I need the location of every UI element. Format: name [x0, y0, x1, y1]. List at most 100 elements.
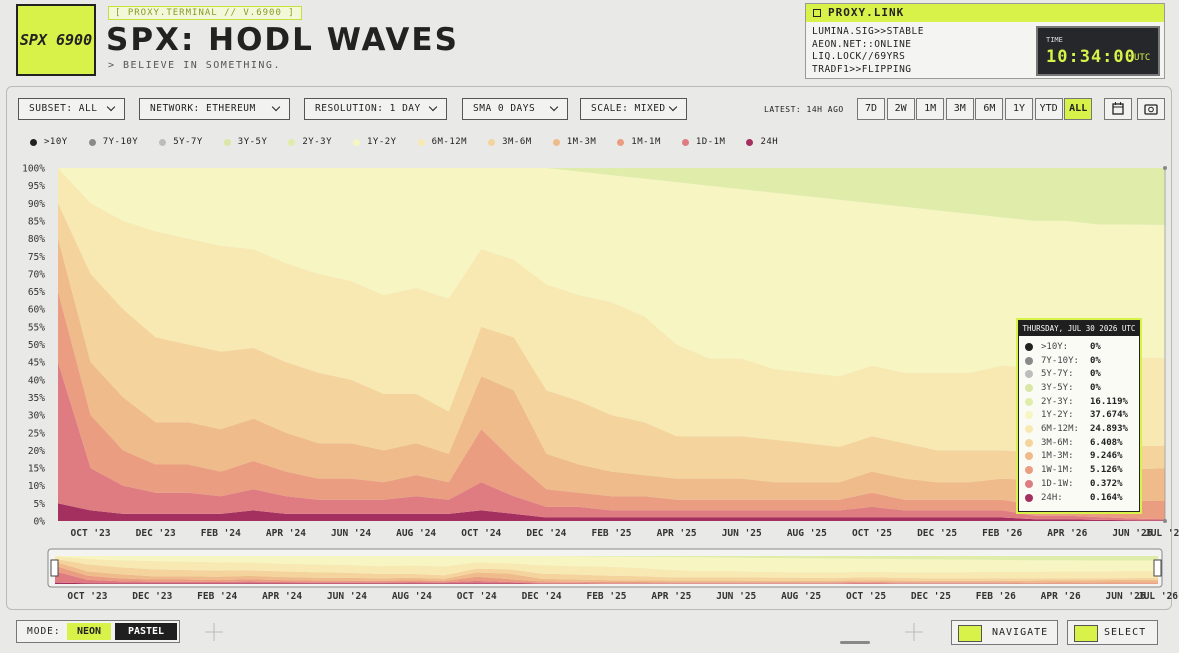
tooltip-swatch [1025, 383, 1033, 392]
mode-switch: MODE: NEON PASTEL [16, 620, 180, 643]
dropdown[interactable]: RESOLUTION: 1 DAY [304, 98, 447, 120]
tooltip-label: 1D-1W: [1041, 478, 1074, 489]
legend-item[interactable]: 24H [746, 137, 778, 147]
range-button[interactable]: 3M [945, 98, 974, 120]
legend-item[interactable]: 3Y-5Y [223, 137, 268, 147]
nav-button[interactable]: SELECT [1067, 620, 1158, 645]
tooltip-value: 0% [1090, 369, 1101, 380]
tooltip-value: 0% [1090, 382, 1101, 393]
legend-label: 7Y-10Y [102, 137, 139, 147]
tooltip-swatch [1025, 493, 1033, 502]
tooltip-swatch [1025, 466, 1033, 475]
legend-swatch [746, 138, 754, 146]
tooltip-swatch [1025, 425, 1033, 434]
tooltip-row: 3Y-5Y: 0% [1025, 381, 1137, 395]
key-icon [1074, 625, 1098, 642]
nav-button-label: SELECT [1104, 627, 1147, 638]
tooltip-label: 1W-1M: [1041, 465, 1074, 476]
calendar-button[interactable] [1104, 98, 1132, 120]
range-button[interactable]: YTD [1034, 98, 1063, 120]
legend-label: 24H [760, 137, 779, 147]
status-line: LUMINA.SIG>>STABLE [812, 26, 924, 37]
tooltip-swatch [1025, 370, 1033, 379]
range-button[interactable]: 1Y [1005, 98, 1033, 120]
legend-item[interactable]: 2Y-3Y [288, 137, 332, 147]
mode-button[interactable]: NEON [67, 623, 111, 640]
tooltip-label: 7Y-10Y: [1041, 355, 1079, 366]
tooltip-label: 24H: [1041, 492, 1063, 503]
legend-swatch [30, 138, 37, 146]
tooltip-label: 1Y-2Y: [1041, 410, 1074, 421]
tooltip-row: 5Y-7Y: 0% [1025, 367, 1137, 381]
calendar-icon [1112, 102, 1124, 115]
subtitle: > BELIEVE IN SOMETHING. [108, 60, 281, 71]
range-button[interactable]: 1M [916, 98, 945, 120]
legend-swatch [88, 138, 96, 146]
nav-button[interactable]: NAVIGATE [951, 620, 1058, 645]
tooltip-swatch [1025, 397, 1033, 406]
legend-item[interactable]: 5Y-7Y [159, 137, 203, 147]
status-lines: LUMINA.SIG>>STABLE AEON.NET::ONLINE LIQ.LO… [812, 26, 924, 76]
tooltip-value: 37.674% [1090, 410, 1128, 421]
tooltip-label: >10Y: [1041, 341, 1069, 352]
legend-item[interactable]: 1M-3M [552, 137, 597, 147]
legend-label: 5Y-7Y [173, 137, 203, 147]
tooltip-title: THURSDAY, JUL 30 2026 UTC [1019, 321, 1139, 336]
range-button[interactable]: ALL [1064, 98, 1093, 120]
legend-label: 1M-3M [566, 137, 597, 147]
tooltip-label: 3M-6M: [1041, 437, 1074, 448]
tooltip-value: 0% [1090, 355, 1101, 366]
tooltip-row: >10Y: 0% [1025, 340, 1137, 354]
time-label: TIME [1046, 36, 1063, 44]
tooltip-swatch [1025, 479, 1033, 488]
tooltip-value: 0.372% [1090, 478, 1123, 489]
status-line: LIQ.LOCK//69YRS [812, 51, 906, 62]
dropdown[interactable]: NETWORK: ETHEREUM [139, 98, 290, 120]
range-button[interactable]: 2W [886, 98, 915, 120]
tooltip-row: 7Y-10Y: 0% [1025, 354, 1137, 368]
logo: SPX 6900 [16, 4, 96, 76]
legend-swatch [159, 138, 167, 146]
legend-item[interactable]: 6M-12M [417, 137, 468, 147]
tooltip-swatch [1025, 356, 1033, 365]
legend-label: 1D-1M [695, 137, 726, 147]
legend-label: 3M-6M [502, 137, 532, 147]
legend-label: 1M-1M [631, 137, 661, 147]
tooltip-value: 9.246% [1090, 451, 1123, 462]
mode-button[interactable]: PASTEL [115, 623, 177, 640]
legend-item[interactable]: 1Y-2Y [352, 137, 397, 147]
legend-item[interactable]: 7Y-10Y [88, 137, 139, 147]
legend-label: >10Y [44, 137, 68, 147]
tooltip-swatch [1025, 438, 1033, 447]
screenshot-button[interactable] [1137, 98, 1165, 120]
tooltip-row: 1M-3M: 9.246% [1025, 450, 1137, 464]
tooltip-label: 2Y-3Y: [1041, 396, 1074, 407]
tooltip-value: 24.893% [1090, 424, 1128, 435]
range-button[interactable]: 6M [975, 98, 1004, 120]
range-button[interactable]: 7D [857, 98, 885, 120]
tooltip-value: 16.119% [1090, 396, 1128, 407]
dropdown[interactable]: SCALE: MIXED [580, 98, 687, 120]
tooltip-label: 3Y-5Y: [1041, 382, 1074, 393]
tooltip-row: 3M-6M: 6.408% [1025, 436, 1137, 450]
dropdown[interactable]: SMA 0 DAYS [462, 98, 568, 120]
dropdown[interactable]: SUBSET: ALL [18, 98, 125, 120]
timezone: UTC [1134, 53, 1151, 63]
legend-label: 1Y-2Y [366, 137, 397, 147]
tooltip-row: 1D-1W: 0.372% [1025, 477, 1137, 491]
drag-handle[interactable] [840, 641, 870, 644]
tooltip-row: 24H: 0.164% [1025, 491, 1137, 505]
legend-item[interactable]: 3M-6M [488, 137, 532, 147]
tooltip-value: 0.164% [1090, 492, 1123, 503]
legend-item[interactable]: >10Y [30, 137, 68, 147]
legend-item[interactable]: 1D-1M [681, 137, 726, 147]
status-line: AEON.NET::ONLINE [812, 38, 912, 50]
main-frame [6, 86, 1172, 610]
tooltip-row: 1W-1M: 5.126% [1025, 463, 1137, 477]
status-line: TRADF1>>FLIPPING [812, 63, 912, 75]
tooltip-value: 5.126% [1090, 465, 1123, 476]
legend-item[interactable]: 1M-1M [617, 137, 661, 147]
latest-label: LATEST: 14H AGO [764, 105, 844, 114]
